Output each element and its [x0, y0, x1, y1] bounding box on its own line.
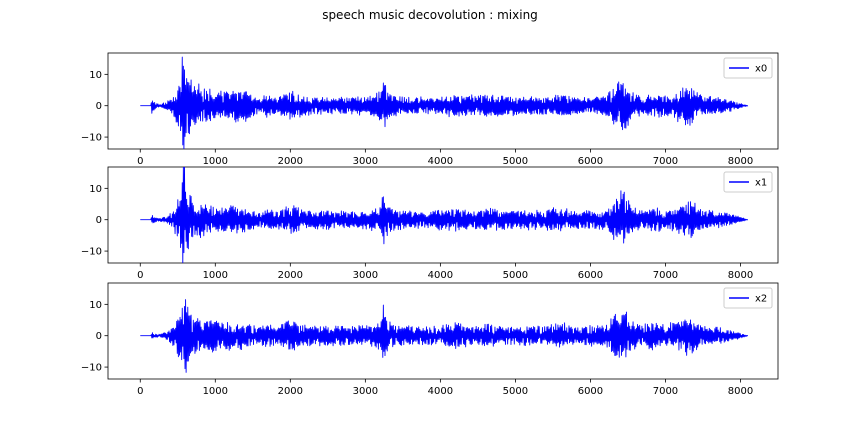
x-tick-label: 0 [137, 386, 143, 397]
x-tick-label: 4000 [428, 270, 453, 281]
subplots-container: 0 1000 2000 3000 4000 5000 6000 7000 8000−10010x… [81, 52, 779, 397]
x-tick-label: 8000 [728, 156, 753, 167]
x-tick-label: 0 [137, 270, 143, 281]
x-tick-label: 3000 [353, 386, 378, 397]
x-tick-label: 0 [137, 156, 143, 167]
x-tick-label: 8000 [728, 270, 753, 281]
x-tick-label: 7000 [653, 386, 678, 397]
series-line-x2 [140, 299, 749, 373]
x-tick-label: 5000 [503, 270, 528, 281]
x-tick-label: 5000 [503, 386, 528, 397]
y-tick-label: −10 [81, 247, 102, 258]
x-tick-label: 1000 [203, 386, 228, 397]
legend: x1 [723, 171, 773, 193]
subplot-x2: 0 1000 2000 3000 4000 5000 6000 7000 8000 −10 0 10 x… [81, 282, 779, 397]
legend: x0 [723, 57, 773, 79]
legend: x2 [723, 287, 773, 309]
subplot-x1: 0 1000 2000 3000 4000 5000 6000 7000 8000 −10 0 10 x… [81, 166, 779, 281]
x-tick-label: 1000 [203, 270, 228, 281]
y-tick-label: −10 [81, 363, 102, 374]
x-tick-label: 3000 [353, 270, 378, 281]
x-tick-label: 6000 [578, 156, 603, 167]
x-tick-label: 3000 [353, 156, 378, 167]
series-line-x1 [140, 167, 749, 263]
y-tick-label: 10 [89, 70, 102, 81]
figure-title: speech music decovolution : mixing [322, 8, 538, 22]
y-tick-label: 10 [89, 300, 102, 311]
y-tick-label: 0 [96, 215, 102, 226]
x-tick-label: 1000 [203, 156, 228, 167]
legend-label: x0 [755, 64, 767, 75]
y-tick-label: 0 [96, 101, 102, 112]
x-tick-label: 7000 [653, 156, 678, 167]
x-tick-label: 4000 [428, 156, 453, 167]
x-tick-label: 2000 [278, 386, 303, 397]
x-tick-label: 6000 [578, 270, 603, 281]
y-tick-label: −10 [81, 133, 102, 144]
subplot-x0: 0 1000 2000 3000 4000 5000 6000 7000 8000 −10 0 10 x… [81, 52, 779, 167]
series-line-x0 [140, 56, 749, 149]
x-tick-label: 6000 [578, 386, 603, 397]
x-tick-label: 2000 [278, 156, 303, 167]
legend-label: x1 [755, 178, 767, 189]
x-tick-label: 4000 [428, 386, 453, 397]
x-tick-label: 8000 [728, 386, 753, 397]
y-tick-label: 10 [89, 184, 102, 195]
y-tick-label: 0 [96, 331, 102, 342]
x-tick-label: 2000 [278, 270, 303, 281]
x-tick-label: 5000 [503, 156, 528, 167]
legend-label: x2 [755, 294, 767, 305]
x-tick-label: 7000 [653, 270, 678, 281]
